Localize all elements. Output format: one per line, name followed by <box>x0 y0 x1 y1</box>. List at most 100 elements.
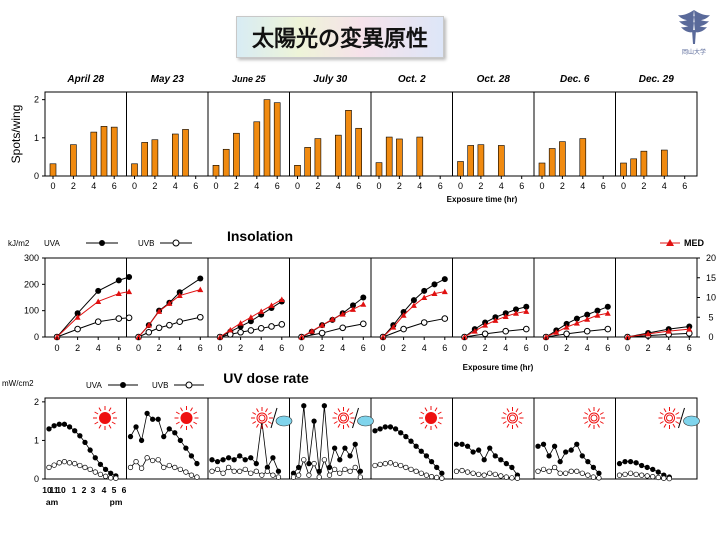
sun-ray <box>672 423 676 428</box>
bar <box>467 145 475 177</box>
uvb-series-line <box>545 328 608 338</box>
sun-ray <box>424 424 428 429</box>
uva-point <box>622 458 628 465</box>
uvb-point <box>188 472 195 478</box>
med-point <box>400 312 407 318</box>
x-tick-label: 0 <box>50 181 55 191</box>
uvb-point <box>92 469 98 475</box>
uva-point <box>150 416 156 422</box>
uvb-point <box>166 462 172 469</box>
bar <box>314 138 322 177</box>
uva-point <box>470 449 476 455</box>
uvb-point <box>627 470 634 476</box>
uvb-point <box>144 455 150 461</box>
med-point <box>156 308 163 314</box>
uvb-point <box>237 328 244 336</box>
uvb-point <box>503 474 509 480</box>
med-point <box>126 288 133 295</box>
x-tick-label: 0 <box>213 181 218 191</box>
sun-ray <box>420 411 425 415</box>
x-tick-label: 2 <box>478 181 483 191</box>
legend-med-marker <box>666 239 674 246</box>
uvb-point <box>155 457 161 463</box>
sun-ray <box>506 408 510 413</box>
med-series-line <box>56 291 130 338</box>
y-tick-label: 300 <box>24 253 39 263</box>
dose-x-tick-label: 11 <box>50 485 59 495</box>
uvb-point <box>318 329 326 337</box>
uva-point <box>115 277 122 284</box>
x-tick-label: 6 <box>275 181 280 191</box>
uvb-point <box>290 474 297 480</box>
uva-point <box>133 424 139 430</box>
uvb-point <box>563 330 570 338</box>
uvb-point <box>326 472 333 478</box>
x-tick-label: 2 <box>234 181 239 191</box>
uvb-point <box>125 314 133 322</box>
bar <box>538 162 546 177</box>
sun-disc <box>338 412 349 424</box>
uvb-point <box>176 318 183 326</box>
sun-ray <box>337 408 341 413</box>
uva-point <box>337 457 343 463</box>
uvb-point <box>227 331 234 338</box>
uvb-point <box>498 473 504 479</box>
med-point <box>523 308 530 314</box>
x-tick-label: 4 <box>662 181 667 191</box>
uva-point <box>77 433 83 439</box>
uvb-point <box>557 470 563 476</box>
uvb-point <box>535 468 541 474</box>
uvb-point <box>434 474 440 481</box>
uvb-point <box>546 468 552 474</box>
sun-ray <box>518 412 523 415</box>
x-tick-label: 4 <box>336 181 341 191</box>
sun-disc <box>180 412 193 424</box>
sun-ray <box>506 423 510 428</box>
uvb-point <box>127 464 134 471</box>
uva-point <box>627 458 634 465</box>
bar <box>375 162 383 177</box>
uvb-point <box>275 474 282 480</box>
uva-point <box>301 403 307 409</box>
y-tick-label: 100 <box>24 306 39 316</box>
uva-point <box>242 457 248 463</box>
x-tick-label: 4 <box>585 343 590 353</box>
x-tick-label: 6 <box>112 181 117 191</box>
sun-ray <box>252 412 257 415</box>
uvb-point <box>574 468 580 474</box>
sun-ray <box>252 421 257 424</box>
x-tick-label: 6 <box>279 343 284 353</box>
x-tick-label: 2 <box>560 181 565 191</box>
med-point <box>247 314 254 320</box>
uvb-point <box>145 328 153 336</box>
uva-point <box>270 455 276 461</box>
uvb-point <box>650 474 656 480</box>
uva-point <box>331 445 338 451</box>
uva-point <box>423 453 430 459</box>
uvb-point <box>622 471 628 478</box>
x-tick-label: 4 <box>173 181 178 191</box>
x-tick-label: 4 <box>503 343 508 353</box>
dose-x-tick-label: 6 <box>122 485 127 495</box>
uvb-point <box>357 474 364 480</box>
x-tick-label: 6 <box>356 181 361 191</box>
med-point <box>135 334 142 340</box>
uvb-point <box>253 468 259 474</box>
x-tick-label: 6 <box>193 181 198 191</box>
divider-stroke <box>352 407 359 429</box>
uvb-point <box>453 468 460 474</box>
med-point <box>145 322 152 328</box>
uvb-point <box>666 475 672 482</box>
bar <box>233 132 240 177</box>
x-tick-label: 4 <box>254 181 259 191</box>
uva-point <box>498 457 504 463</box>
bar <box>396 138 403 177</box>
dose-x-tick-label: pm <box>110 497 123 507</box>
x-tick-label: 2 <box>641 181 646 191</box>
sun-ring <box>590 414 598 422</box>
sun-ray <box>180 424 183 429</box>
uvb-point <box>392 461 399 467</box>
med-point <box>380 334 386 340</box>
x-tick-label: 0 <box>136 343 141 353</box>
sun-disc <box>99 412 111 424</box>
